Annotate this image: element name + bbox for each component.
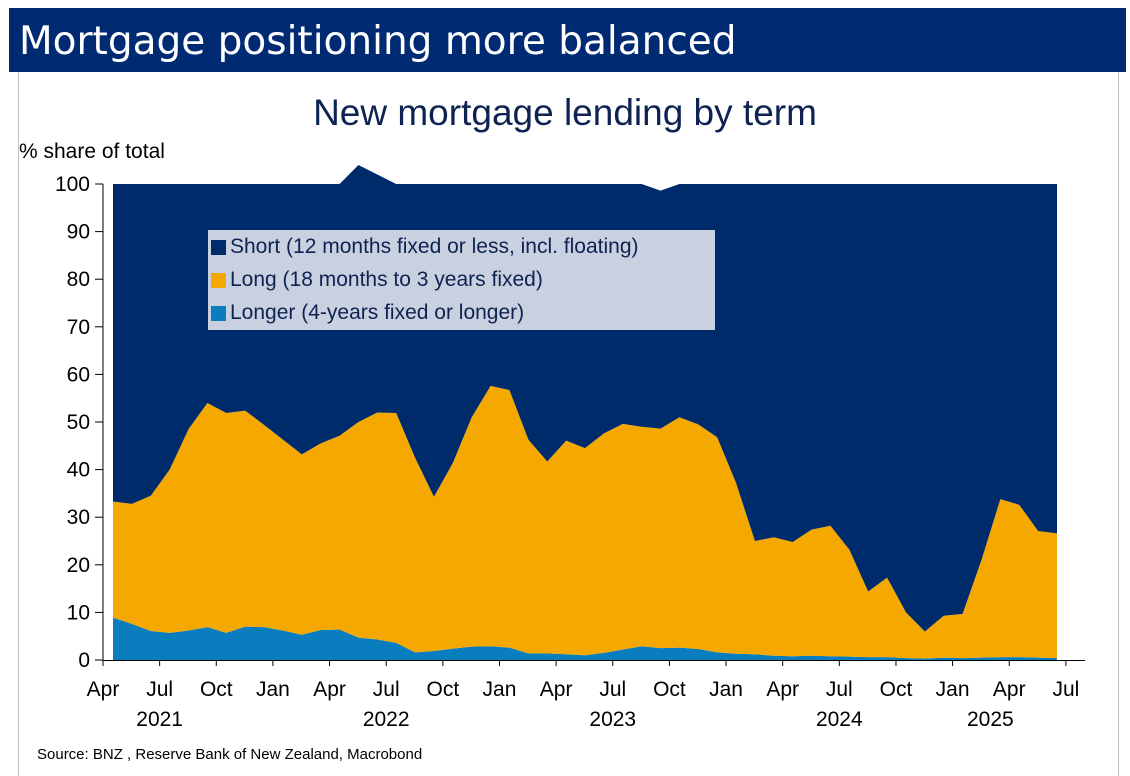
x-tick-label: Jul — [826, 678, 853, 701]
x-tick-label: Jan — [709, 678, 743, 701]
x-tick-label: Apr — [540, 678, 573, 701]
y-axis-label: % share of total — [19, 140, 165, 163]
legend-swatch-long — [211, 272, 226, 288]
x-tick-label: Jul — [146, 678, 173, 701]
x-tick-label: Oct — [200, 678, 233, 701]
x-year-label: 2024 — [816, 708, 863, 731]
legend-swatch-short — [211, 239, 226, 255]
y-tick-label: 50 — [67, 411, 90, 434]
y-tick-label: 40 — [67, 459, 90, 482]
x-year-label: 2023 — [589, 708, 636, 731]
y-tick-label: 60 — [67, 363, 90, 386]
x-tick-label: Oct — [880, 678, 913, 701]
y-tick-label: 100 — [55, 173, 90, 196]
chart-frame — [18, 72, 1119, 776]
axes-layer: 0 10 20 30 40 50 60 70 80 90 100 Apr Jul Oct Jan Apr Jul… — [55, 173, 1085, 731]
legend-swatch-longer — [211, 305, 226, 321]
title-banner: Mortgage positioning more balanced — [9, 8, 1126, 72]
legend-label-short: Short (12 months fixed or less, incl. fl… — [230, 235, 639, 258]
chart-title: New mortgage lending by term — [313, 92, 817, 133]
y-tick-label: 30 — [67, 506, 90, 529]
legend-item-long: Long (18 months to 3 years fixed) — [211, 265, 543, 295]
x-tick-label: Jan — [483, 678, 517, 701]
x-tick-label: Oct — [427, 678, 460, 701]
x-year-label: 2021 — [136, 708, 183, 731]
x-tick-label: Jul — [373, 678, 400, 701]
x-tick-label: Apr — [313, 678, 346, 701]
y-tick-label: 20 — [67, 554, 90, 577]
area-longer — [113, 617, 1057, 660]
x-tick-label: Jan — [256, 678, 290, 701]
y-tick-label: 70 — [67, 316, 90, 339]
legend-item-short: Short (12 months fixed or less, incl. fl… — [211, 232, 639, 262]
x-tick-label: Apr — [993, 678, 1026, 701]
legend-label-long: Long (18 months to 3 years fixed) — [230, 268, 543, 291]
y-tick-label: 90 — [67, 221, 90, 244]
x-tick-label: Oct — [653, 678, 686, 701]
x-tick-label: Jul — [1052, 678, 1079, 701]
y-tick-label: 10 — [67, 601, 90, 624]
y-tick-label: 0 — [78, 649, 90, 672]
area-long — [113, 385, 1057, 659]
x-year-label: 2022 — [363, 708, 410, 731]
legend-label-longer: Longer (4-years fixed or longer) — [230, 301, 525, 324]
legend: Short (12 months fixed or less, incl. fl… — [208, 230, 715, 330]
source-note: Source: BNZ , Reserve Bank of New Zealan… — [37, 746, 423, 763]
x-tick-label: Jul — [599, 678, 626, 701]
page-title: Mortgage positioning more balanced — [19, 19, 737, 64]
x-tick-label: Apr — [766, 678, 799, 701]
y-tick-label: 80 — [67, 268, 90, 291]
legend-item-longer: Longer (4-years fixed or longer) — [211, 298, 524, 328]
x-tick-label: Apr — [87, 678, 120, 701]
x-year-label: 2025 — [967, 708, 1014, 731]
x-tick-label: Jan — [936, 678, 970, 701]
